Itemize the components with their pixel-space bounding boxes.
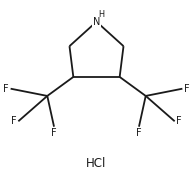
Text: F: F: [184, 84, 190, 94]
Text: HCl: HCl: [86, 157, 107, 170]
Text: N: N: [93, 17, 100, 27]
Text: H: H: [98, 10, 104, 19]
Text: F: F: [176, 116, 182, 126]
Text: F: F: [11, 116, 17, 126]
Text: F: F: [3, 84, 9, 94]
Text: F: F: [136, 128, 142, 138]
Text: F: F: [51, 128, 57, 138]
